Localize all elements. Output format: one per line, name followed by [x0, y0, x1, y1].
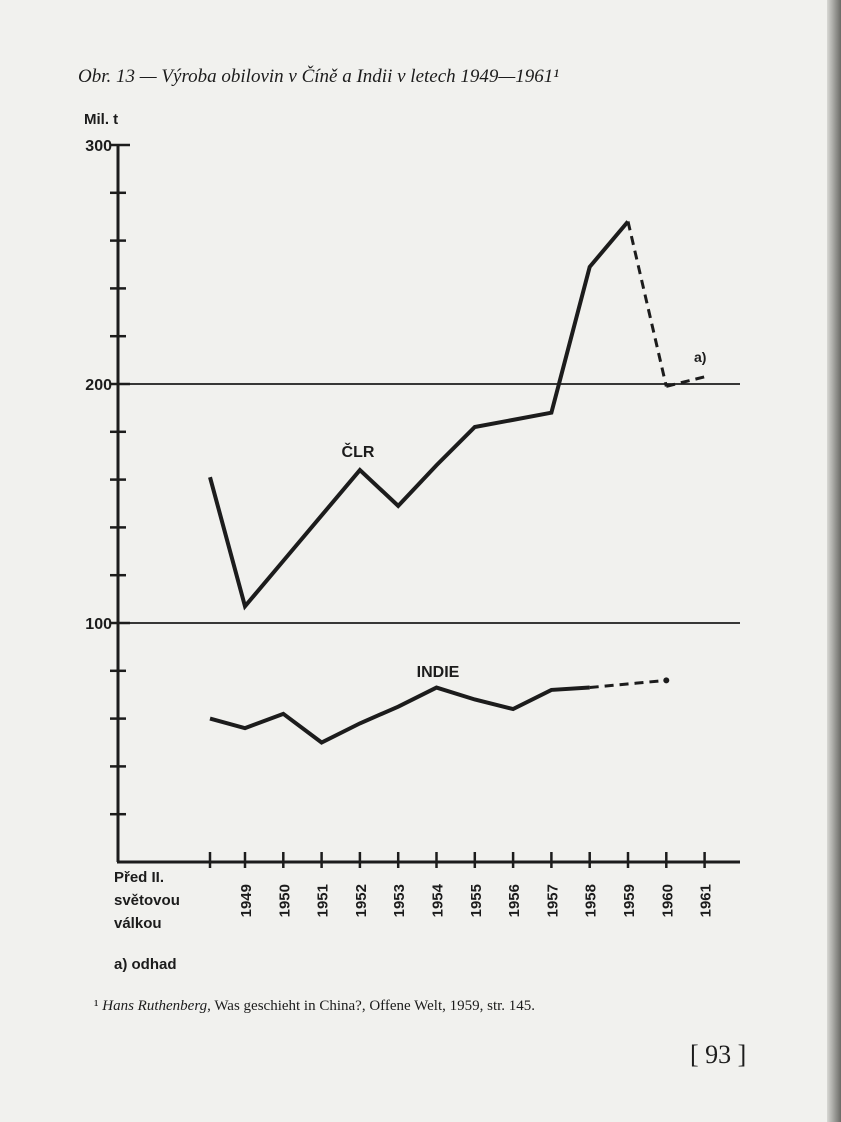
- series-label: INDIE: [417, 664, 460, 681]
- x-tick-label: 1960: [659, 884, 676, 917]
- x-tick-label: Před II. světovou válkou: [114, 869, 180, 932]
- estimate-line: [665, 375, 705, 388]
- page-edge: [827, 0, 841, 1122]
- x-tick-label: 1954: [430, 883, 447, 917]
- caption: Obr. 13 — Výroba obilovin v Číně a Indii…: [78, 66, 559, 87]
- note: a) odhad: [114, 956, 177, 973]
- footnote: ¹ Hans Ruthenberg, Was geschieht in Chin…: [94, 998, 535, 1015]
- x-tick-label: 1957: [544, 884, 561, 917]
- x-tick-label: 1959: [621, 884, 638, 917]
- estimate-line: [589, 678, 667, 690]
- series-line: [209, 685, 590, 745]
- x-tick-label: 1949: [238, 884, 255, 917]
- x-tick-label: 1958: [583, 884, 600, 917]
- page-number: [ 93 ]: [690, 1040, 747, 1069]
- estimate-line: [626, 221, 668, 387]
- y-axis-label: Mil. t: [84, 111, 118, 128]
- series-line: [208, 220, 630, 611]
- x-tick-label: 1951: [315, 884, 332, 917]
- footnote-author: Hans Ruthenberg: [102, 998, 208, 1014]
- estimate-point: [663, 677, 670, 684]
- y-tick-label: 200: [85, 377, 112, 394]
- x-tick-label: 1956: [506, 884, 523, 917]
- y-tick-label: 100: [85, 616, 112, 633]
- footnote-marker: ¹: [94, 998, 99, 1014]
- y-tick-label: 300: [85, 138, 112, 155]
- annotation: a): [694, 349, 706, 365]
- x-tick-label: 1955: [468, 884, 485, 917]
- x-tick-label: 1961: [698, 884, 715, 917]
- footnote-text: , Was geschieht in China?, Offene Welt, …: [207, 998, 536, 1014]
- series-label: ČLR: [342, 442, 375, 461]
- x-tick-label: 1953: [391, 884, 408, 917]
- x-tick-label: 1952: [353, 884, 370, 917]
- x-tick-label: 1950: [276, 884, 293, 917]
